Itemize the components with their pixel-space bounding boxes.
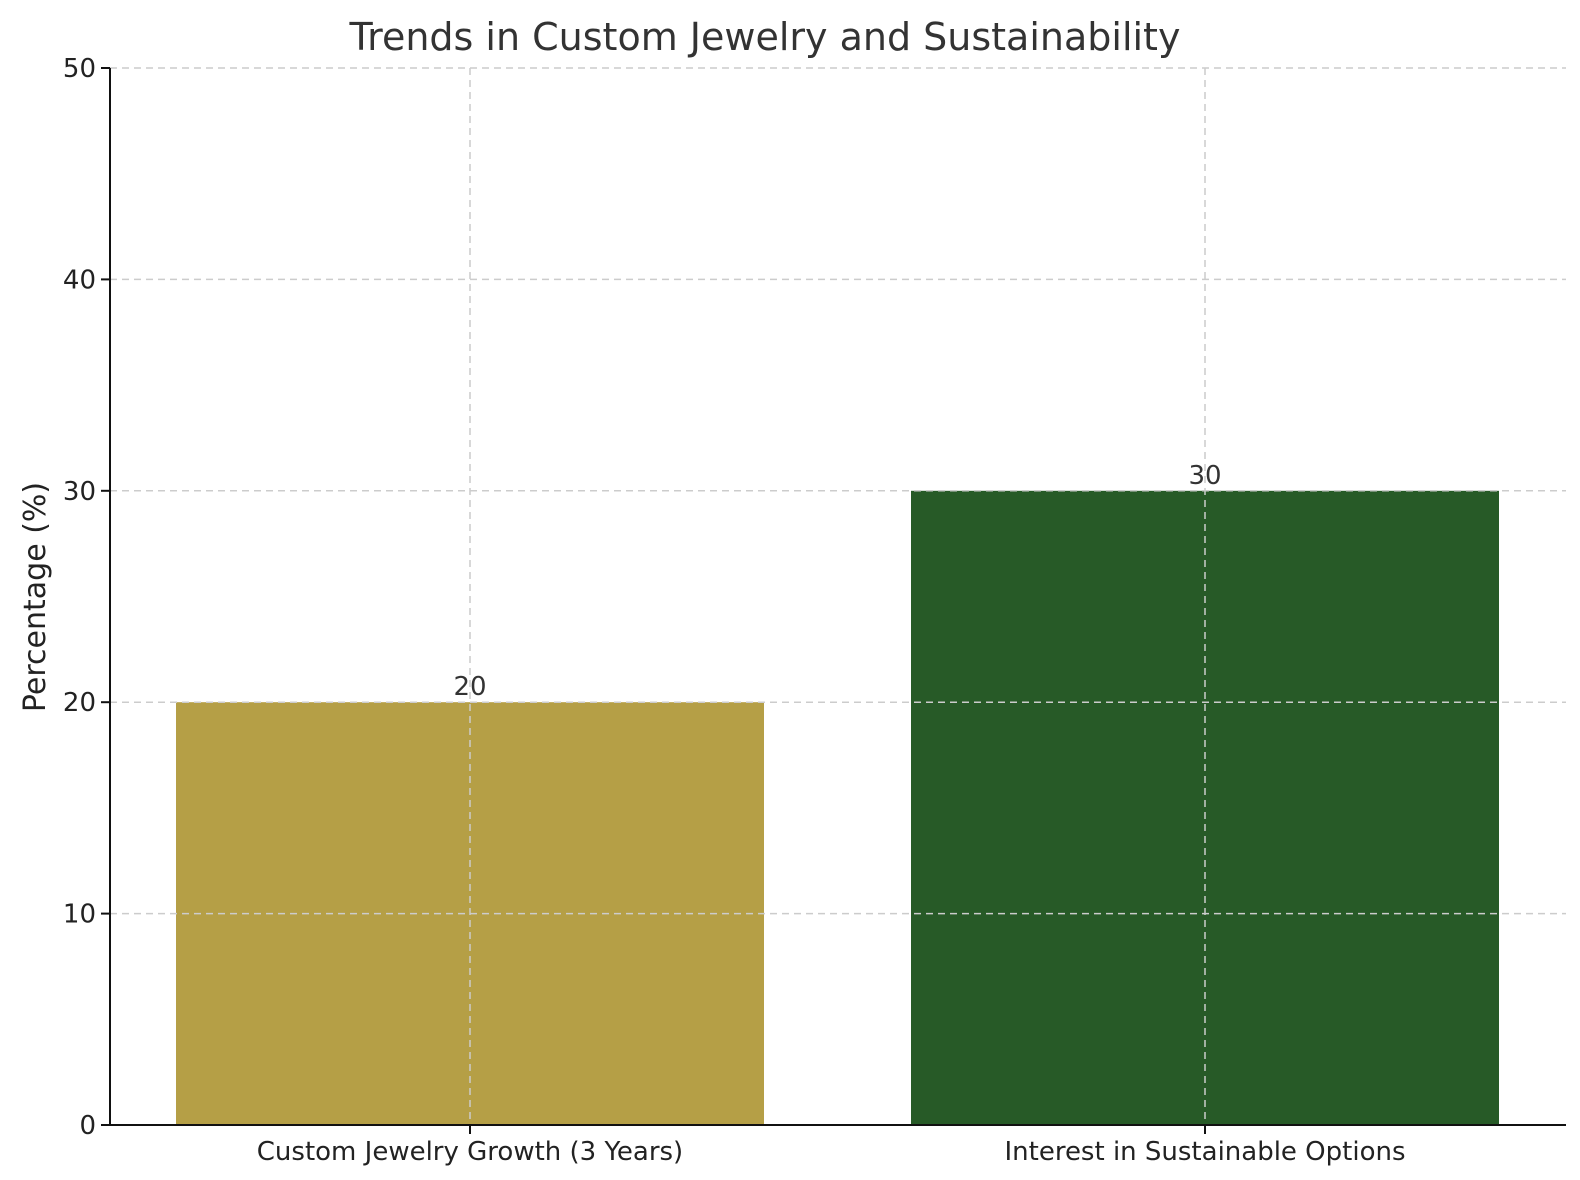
x-tick-label-1: Custom Jewelry Growth (3 Years) [257,1137,683,1167]
y-tick-label-20: 20 [63,688,96,718]
y-tick-label-10: 10 [63,900,96,930]
y-tick-label-40: 40 [63,265,96,295]
bars [176,490,1499,1125]
y-tick-label-50: 50 [63,54,96,84]
grid-lines [110,67,1566,1125]
value-label-2: 30 [1188,461,1221,491]
axes [109,68,1566,1126]
chart-title: Trends in Custom Jewelry and Sustainabil… [349,15,1181,59]
x-tick-label-2: Interest in Sustainable Options [1004,1137,1405,1167]
y-axis-label: Percentage (%) [18,482,53,712]
value-label-1: 20 [453,672,486,702]
y-tick-label-0: 0 [79,1111,96,1141]
y-tick-label-30: 30 [63,477,96,507]
